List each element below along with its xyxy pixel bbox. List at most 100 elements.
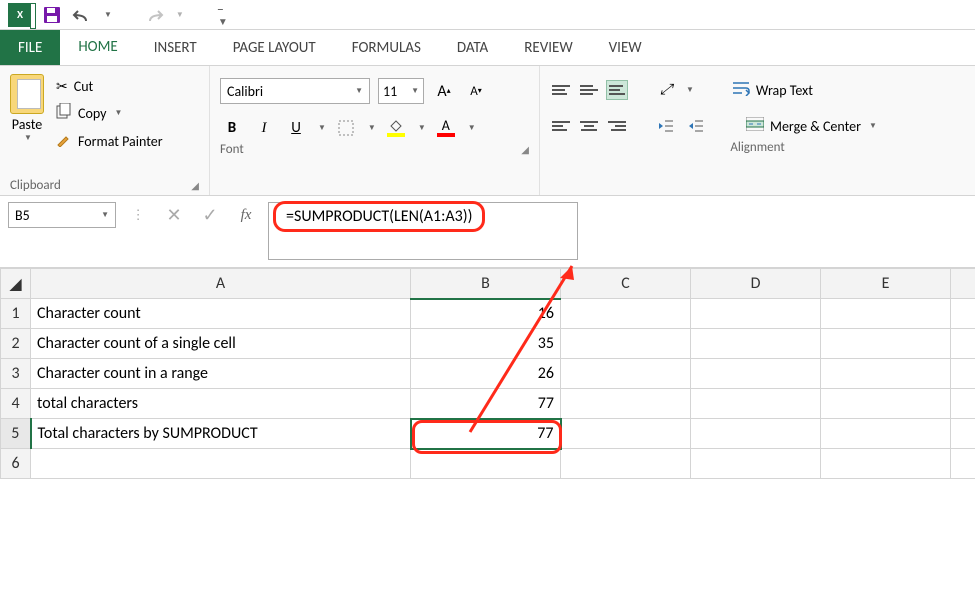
column-header-b[interactable]: B xyxy=(411,269,561,299)
copy-button[interactable]: Copy ▼ xyxy=(52,101,167,125)
cell-e4[interactable] xyxy=(821,389,951,419)
cell-f4[interactable] xyxy=(951,389,975,419)
border-dropdown[interactable]: ▼ xyxy=(368,123,376,133)
align-top-button[interactable] xyxy=(550,80,572,100)
formula-options-button[interactable]: ⋮ xyxy=(124,202,152,228)
paste-button[interactable]: Paste ▼ xyxy=(10,70,44,143)
select-all-corner[interactable]: ◢ xyxy=(1,269,31,299)
cell-d5[interactable] xyxy=(691,419,821,449)
italic-button[interactable]: I xyxy=(252,116,276,140)
align-middle-button[interactable] xyxy=(578,80,600,100)
tab-file[interactable]: FILE xyxy=(0,30,60,65)
redo-dropdown[interactable]: ▼ xyxy=(176,10,184,20)
font-dialog-launcher[interactable]: ◢ xyxy=(521,143,529,156)
undo-icon[interactable] xyxy=(72,5,92,25)
cell-d2[interactable] xyxy=(691,329,821,359)
clipboard-dialog-launcher[interactable]: ◢ xyxy=(191,179,199,192)
decrease-indent-button[interactable] xyxy=(654,114,678,138)
copy-dropdown[interactable]: ▼ xyxy=(114,108,122,118)
cell-d4[interactable] xyxy=(691,389,821,419)
cell-c6[interactable] xyxy=(561,449,691,479)
cell-b2[interactable]: 35 xyxy=(411,329,561,359)
merge-center-button[interactable]: Merge & Center ▼ xyxy=(740,115,883,137)
tab-page-layout[interactable]: PAGE LAYOUT xyxy=(215,30,334,65)
cell-b4[interactable]: 77 xyxy=(411,389,561,419)
underline-button[interactable]: U xyxy=(284,116,308,140)
row-header-5[interactable]: 5 xyxy=(1,419,31,449)
fill-color-button[interactable] xyxy=(384,116,408,140)
cell-b6[interactable] xyxy=(411,449,561,479)
cell-f1[interactable] xyxy=(951,299,975,329)
cell-a4[interactable]: total characters xyxy=(31,389,411,419)
row-header-1[interactable]: 1 xyxy=(1,299,31,329)
cancel-formula-button[interactable]: ✕ xyxy=(160,202,188,228)
tab-view[interactable]: VIEW xyxy=(591,30,660,65)
wrap-text-button[interactable]: Wrap Text xyxy=(726,78,819,102)
orientation-button[interactable]: ⤢ xyxy=(654,78,678,102)
redo-icon[interactable] xyxy=(144,5,164,25)
orientation-dropdown[interactable]: ▼ xyxy=(686,85,694,95)
tab-data[interactable]: DATA xyxy=(439,30,506,65)
increase-font-button[interactable]: A▴ xyxy=(432,79,456,103)
paste-dropdown[interactable]: ▼ xyxy=(24,133,32,143)
font-color-button[interactable]: A xyxy=(434,116,458,140)
cell-f2[interactable] xyxy=(951,329,975,359)
cell-f6[interactable] xyxy=(951,449,975,479)
border-button[interactable] xyxy=(334,116,358,140)
tab-review[interactable]: REVIEW xyxy=(506,30,590,65)
cell-a3[interactable]: Character count in a range xyxy=(31,359,411,389)
cell-e1[interactable] xyxy=(821,299,951,329)
row-header-3[interactable]: 3 xyxy=(1,359,31,389)
accept-formula-button[interactable]: ✓ xyxy=(196,202,224,228)
save-icon[interactable] xyxy=(42,5,62,25)
decrease-font-button[interactable]: A▾ xyxy=(464,79,488,103)
cell-b3[interactable]: 26 xyxy=(411,359,561,389)
cell-b5[interactable]: 77 xyxy=(411,419,561,449)
insert-function-button[interactable]: fx xyxy=(232,202,260,228)
font-size-select[interactable]: 11▼ xyxy=(378,78,424,104)
formula-input[interactable]: =SUMPRODUCT(LEN(A1:A3)) xyxy=(268,202,578,260)
cell-b1[interactable]: 16 xyxy=(411,299,561,329)
cell-e2[interactable] xyxy=(821,329,951,359)
cell-c4[interactable] xyxy=(561,389,691,419)
cell-c3[interactable] xyxy=(561,359,691,389)
column-header-c[interactable]: C xyxy=(561,269,691,299)
cell-c1[interactable] xyxy=(561,299,691,329)
cell-f5[interactable] xyxy=(951,419,975,449)
fill-color-dropdown[interactable]: ▼ xyxy=(418,123,426,133)
qat-customize[interactable]: ⎯▼ xyxy=(218,2,228,28)
format-painter-button[interactable]: Format Painter xyxy=(52,129,167,153)
tab-formulas[interactable]: FORMULAS xyxy=(334,30,439,65)
row-header-2[interactable]: 2 xyxy=(1,329,31,359)
column-header-a[interactable]: A xyxy=(31,269,411,299)
cell-d3[interactable] xyxy=(691,359,821,389)
cell-e5[interactable] xyxy=(821,419,951,449)
row-header-6[interactable]: 6 xyxy=(1,449,31,479)
align-bottom-button[interactable] xyxy=(606,80,628,100)
cell-a6[interactable] xyxy=(31,449,411,479)
cell-a5[interactable]: Total characters by SUMPRODUCT xyxy=(31,419,411,449)
font-color-dropdown[interactable]: ▼ xyxy=(468,123,476,133)
font-name-select[interactable]: Calibri▼ xyxy=(220,78,370,104)
name-box[interactable]: B5 ▼ xyxy=(8,202,116,228)
column-header-f[interactable]: F xyxy=(951,269,975,299)
column-header-d[interactable]: D xyxy=(691,269,821,299)
cell-d1[interactable] xyxy=(691,299,821,329)
tab-insert[interactable]: INSERT xyxy=(136,30,215,65)
merge-center-dropdown[interactable]: ▼ xyxy=(869,121,877,131)
cell-f3[interactable] xyxy=(951,359,975,389)
cell-e6[interactable] xyxy=(821,449,951,479)
cell-c5[interactable] xyxy=(561,419,691,449)
column-header-e[interactable]: E xyxy=(821,269,951,299)
align-center-button[interactable] xyxy=(578,116,600,136)
undo-dropdown[interactable]: ▼ xyxy=(104,10,112,20)
cell-a1[interactable]: Character count xyxy=(31,299,411,329)
align-left-button[interactable] xyxy=(550,116,572,136)
cell-d6[interactable] xyxy=(691,449,821,479)
increase-indent-button[interactable] xyxy=(684,114,708,138)
cut-button[interactable]: ✂ Cut xyxy=(52,76,167,97)
tab-home[interactable]: HOME xyxy=(60,30,135,65)
cell-a2[interactable]: Character count of a single cell xyxy=(31,329,411,359)
bold-button[interactable]: B xyxy=(220,116,244,140)
row-header-4[interactable]: 4 xyxy=(1,389,31,419)
